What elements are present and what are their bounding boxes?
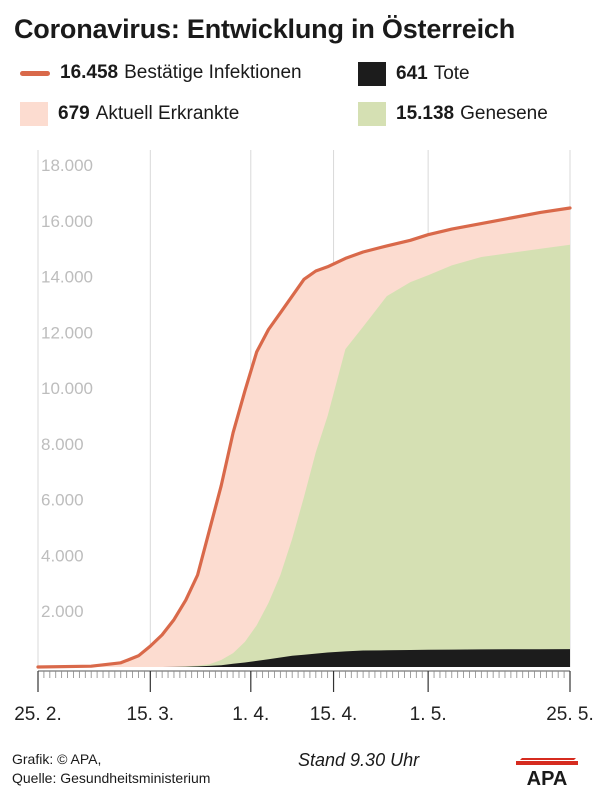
legend-box-swatch <box>20 102 48 126</box>
y-tick-label: 16.000 <box>41 212 93 231</box>
legend-recovered-label: Genesene <box>460 103 548 124</box>
y-tick-label: 8.000 <box>41 435 84 454</box>
legend-active-label: Aktuell Erkrankte <box>95 103 240 124</box>
y-tick-label: 4.000 <box>41 546 84 565</box>
y-tick-label: 14.000 <box>41 268 93 287</box>
x-tick-label: 1. 5. <box>410 704 447 725</box>
recovered-area <box>38 244 570 668</box>
y-tick-label: 10.000 <box>41 379 93 398</box>
legend-deaths-value: 641 <box>396 63 428 84</box>
stand-time: Stand 9.30 Uhr <box>298 750 420 770</box>
legend-recovered-value: 15.138 <box>396 103 455 124</box>
chart-title: Coronavirus: Entwicklung in Österreich <box>14 14 515 44</box>
credit-text: Grafik: © APA, <box>12 751 102 767</box>
legend-infected-label: Bestätige Infektionen <box>124 62 302 83</box>
x-tick-label: 25. 2. <box>14 704 62 725</box>
y-tick-label: 12.000 <box>41 323 93 342</box>
y-tick-label: 2.000 <box>41 602 84 621</box>
area-chart: 2.000 4.000 6.000 8.000 10.000 12.000 14.000 16… <box>14 150 594 725</box>
legend-item-infected: 16.458 Bestätige Infektionen <box>20 62 302 84</box>
legend-box-swatch <box>358 62 386 86</box>
legend-line-swatch <box>20 70 50 76</box>
infections-line <box>36 206 572 669</box>
deaths-area <box>38 649 570 667</box>
legend-active-value: 679 <box>58 103 90 124</box>
legend-box-swatch <box>358 102 386 126</box>
y-tick-label: 6.000 <box>41 491 84 510</box>
x-tick-label: 15. 4. <box>310 704 358 725</box>
legend-deaths-label: Tote <box>433 63 470 84</box>
y-tick-label: 18.000 <box>41 156 93 175</box>
x-tick-label: 15. 3. <box>127 704 175 725</box>
apa-logo-text: APA <box>527 768 568 787</box>
legend-item-deaths: 641 Tote <box>358 62 470 86</box>
x-tick-label: 1. 4. <box>232 704 269 725</box>
x-tick-label: 25. 5. <box>546 704 594 725</box>
source-text: Quelle: Gesundheitsministerium <box>12 770 211 786</box>
footer-credit: Grafik: © APA, Quelle: Gesundheitsminist… <box>12 750 210 788</box>
legend-infected-value: 16.458 <box>60 62 119 83</box>
legend-item-recovered: 15.138 Genesene <box>358 102 548 126</box>
apa-logo: APA <box>516 758 578 787</box>
legend-item-active: 679 Aktuell Erkrankte <box>20 102 239 126</box>
